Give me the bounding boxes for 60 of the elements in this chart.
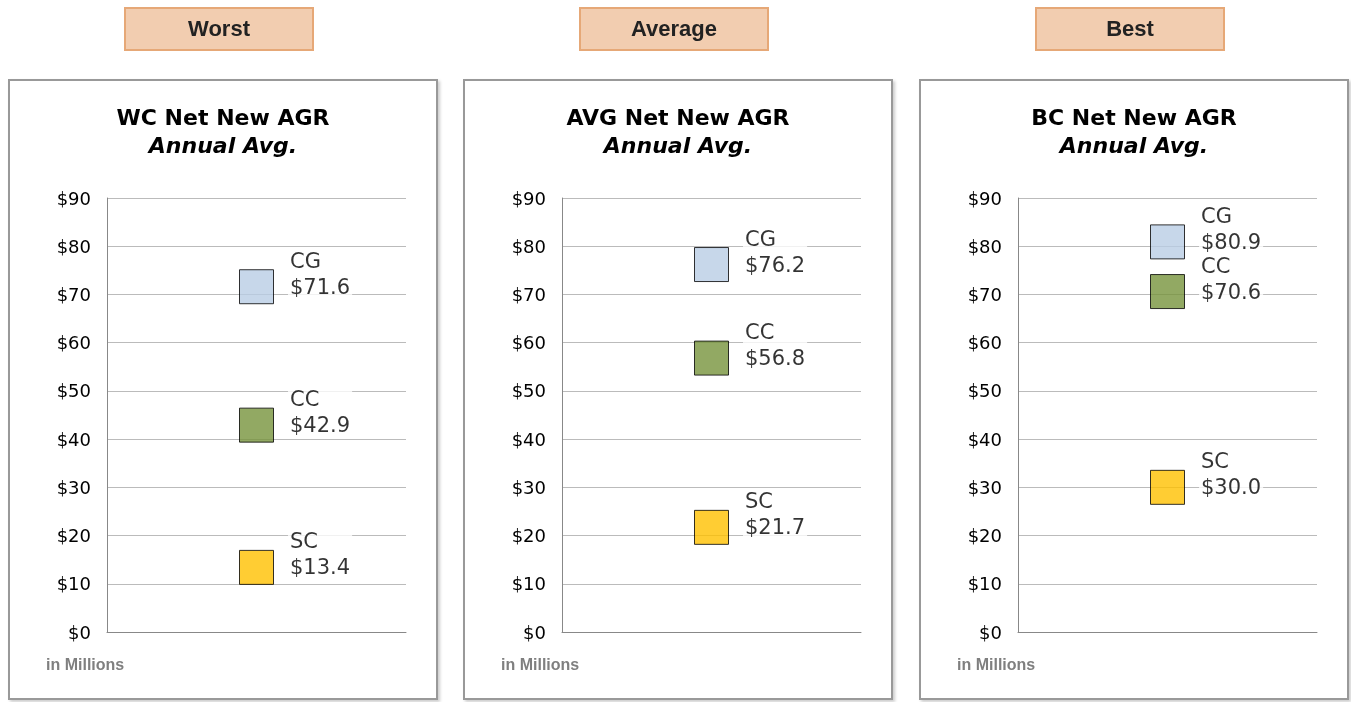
y-tick-label: $50 <box>56 380 91 402</box>
y-tick-label: $10 <box>967 573 1002 595</box>
y-tick-label: $20 <box>56 525 91 547</box>
chart-subtitle: Annual Avg. <box>1057 132 1209 158</box>
text: Worst <box>124 7 314 51</box>
text: in Millions <box>46 656 125 674</box>
y-tick-label: $80 <box>56 235 91 257</box>
y-tick-label: $80 <box>511 235 546 257</box>
y-tick-label: $90 <box>56 187 91 209</box>
y-tick-label: $70 <box>56 283 91 305</box>
y-tick-label: $30 <box>56 476 91 498</box>
data-label: $80.9 <box>1201 229 1262 254</box>
data-label: $56.8 <box>745 346 806 371</box>
chart-title: WC Net New AGR <box>116 104 330 130</box>
y-tick-label: $0 <box>979 621 1002 643</box>
y-tick-label: $10 <box>56 573 91 595</box>
series-label: CG <box>290 248 321 273</box>
series-label: CG <box>745 226 776 251</box>
y-tick-label: $30 <box>511 476 546 498</box>
y-tick-label: $40 <box>967 428 1002 450</box>
series-label: SC <box>745 489 773 514</box>
y-tick-label: $40 <box>511 428 546 450</box>
y-tick-label: $90 <box>967 187 1002 209</box>
y-tick-label: $10 <box>511 573 546 595</box>
series-label: SC <box>1201 449 1229 474</box>
y-tick-label: $70 <box>967 283 1002 305</box>
data-label: $76.2 <box>745 252 806 277</box>
data-label: $13.4 <box>290 555 351 580</box>
series-label: CC <box>1201 253 1231 278</box>
data-label: $71.6 <box>290 274 351 299</box>
text: in Millions <box>501 656 580 674</box>
data-label: $70.6 <box>1201 279 1262 304</box>
y-tick-label: $30 <box>967 476 1002 498</box>
y-tick-label: $60 <box>511 332 546 354</box>
y-tick-label: $0 <box>68 621 91 643</box>
y-tick-label: $60 <box>56 332 91 354</box>
y-tick-label: $90 <box>511 187 546 209</box>
y-tick-label: $0 <box>523 621 546 643</box>
chart-title: BC Net New AGR <box>1031 104 1237 130</box>
data-label: $30.0 <box>1201 475 1262 500</box>
y-tick-label: $70 <box>511 283 546 305</box>
chart-title: AVG Net New AGR <box>566 104 790 130</box>
series-label: SC <box>290 529 318 554</box>
y-tick-label: $50 <box>511 380 546 402</box>
text: in Millions <box>957 656 1036 674</box>
text: Average <box>579 7 769 51</box>
y-tick-label: $50 <box>967 380 1002 402</box>
data-label: $21.7 <box>745 515 806 540</box>
chart-subtitle: Annual Avg. <box>146 132 298 158</box>
chart-subtitle: Annual Avg. <box>601 132 753 158</box>
text: Best <box>1035 7 1225 51</box>
y-tick-label: $60 <box>967 332 1002 354</box>
series-label: CC <box>290 387 320 412</box>
series-label: CG <box>1201 203 1232 228</box>
y-tick-label: $20 <box>967 525 1002 547</box>
y-tick-label: $40 <box>56 428 91 450</box>
y-tick-label: $20 <box>511 525 546 547</box>
data-label: $42.9 <box>290 413 351 438</box>
series-label: CC <box>745 320 775 345</box>
y-tick-label: $80 <box>967 235 1002 257</box>
